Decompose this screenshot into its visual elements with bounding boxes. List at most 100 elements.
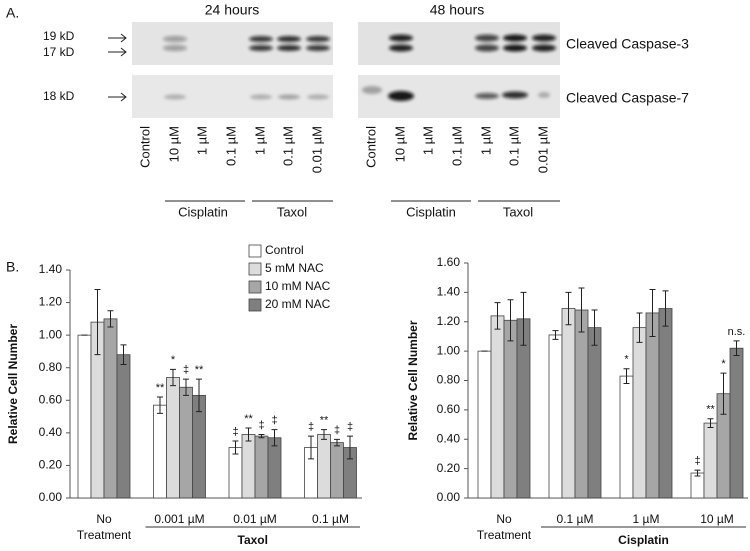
band bbox=[307, 94, 329, 100]
error-bar bbox=[196, 378, 202, 413]
group-label: Cisplatin bbox=[178, 204, 228, 219]
x-tick-label: 1 µM bbox=[632, 512, 660, 526]
lane-label: 0.1 µM bbox=[280, 126, 295, 166]
significance: ‡ bbox=[347, 421, 353, 433]
legend-label: 20 mM NAC bbox=[265, 297, 331, 311]
bar bbox=[477, 350, 492, 499]
y-tick-label: 0.00 bbox=[437, 490, 461, 504]
y-tick-label: 1.20 bbox=[437, 314, 461, 328]
band bbox=[249, 36, 273, 42]
y-tick-label: 1.40 bbox=[437, 285, 461, 299]
error-bar bbox=[649, 288, 656, 337]
x-tick-label: 0.01 µM bbox=[233, 512, 277, 526]
legend-swatch bbox=[248, 244, 262, 258]
legend-label: Control bbox=[265, 243, 304, 257]
legend-label: 10 mM NAC bbox=[265, 279, 331, 293]
error-bar bbox=[733, 340, 740, 357]
error-bar bbox=[662, 290, 669, 327]
significance: ‡ bbox=[308, 421, 314, 433]
bar bbox=[228, 447, 243, 499]
error-bar bbox=[120, 344, 127, 365]
bar bbox=[241, 434, 256, 499]
blot-name: Cleaved Caspase-3 bbox=[566, 36, 689, 52]
y-tick-label: 1.20 bbox=[39, 295, 63, 309]
bar bbox=[317, 434, 331, 499]
band bbox=[163, 45, 187, 51]
y-tick-label: 1.00 bbox=[437, 343, 461, 357]
lane-label: 0.01 µM bbox=[309, 126, 324, 173]
band bbox=[306, 45, 330, 51]
error-bar bbox=[507, 299, 514, 342]
y-tick-label: 0.80 bbox=[437, 373, 461, 387]
legend-label: 5 mM NAC bbox=[265, 261, 324, 275]
lane-label: 0.1 µM bbox=[449, 126, 464, 166]
band bbox=[249, 45, 273, 51]
lane-label: 1 µM bbox=[194, 126, 209, 155]
y-axis-label: Relative Cell Number bbox=[406, 320, 420, 440]
band bbox=[389, 44, 413, 52]
error-bar bbox=[232, 440, 239, 455]
band bbox=[278, 94, 300, 100]
y-tick-label: 0.60 bbox=[39, 392, 63, 406]
y-tick-label: 0.00 bbox=[39, 490, 63, 504]
error-bar bbox=[578, 287, 585, 333]
y-tick-label: 0.40 bbox=[39, 425, 63, 439]
blot-name: Cleaved Caspase-7 bbox=[566, 90, 689, 106]
marker: 19 kD bbox=[43, 29, 75, 43]
lane-label: Control bbox=[363, 126, 378, 168]
significance: ‡ bbox=[258, 419, 264, 431]
bar bbox=[503, 319, 518, 499]
bar bbox=[561, 308, 576, 499]
band bbox=[164, 94, 186, 100]
time-point: 24 hours bbox=[205, 2, 259, 18]
lane-label: 1 µM bbox=[420, 126, 435, 155]
bar bbox=[632, 327, 647, 499]
panel-label: A. bbox=[6, 5, 19, 21]
y-tick-label: 1.40 bbox=[39, 262, 63, 276]
error-bar bbox=[720, 372, 727, 415]
bar bbox=[690, 472, 705, 499]
y-tick-label: 0.20 bbox=[39, 458, 63, 472]
error-bar bbox=[707, 418, 714, 428]
error-bar bbox=[258, 433, 265, 439]
band bbox=[475, 44, 499, 52]
x-tick-label: 0.1 µM bbox=[312, 512, 349, 526]
lane-label: 10 µM bbox=[392, 126, 407, 162]
band bbox=[362, 86, 382, 94]
significance: ** bbox=[244, 413, 253, 425]
x-tick-label: No Treatment bbox=[76, 512, 132, 542]
error-bar bbox=[694, 469, 701, 477]
significance: ** bbox=[706, 404, 715, 416]
band bbox=[163, 36, 187, 42]
error-bar bbox=[94, 289, 101, 356]
band bbox=[250, 94, 272, 100]
lane-label: 0.1 µM bbox=[223, 126, 238, 166]
error-bar bbox=[623, 368, 630, 384]
marker: 17 kD bbox=[43, 45, 75, 59]
band bbox=[306, 36, 330, 42]
significance: * bbox=[171, 354, 176, 366]
error-bar bbox=[494, 302, 501, 330]
significance: ‡ bbox=[232, 426, 238, 438]
error-bar bbox=[170, 368, 176, 387]
legend-swatch bbox=[248, 298, 262, 312]
y-tick-label: 0.40 bbox=[437, 431, 461, 445]
significance: ** bbox=[156, 382, 165, 394]
error-bar bbox=[157, 396, 163, 414]
lane-label: 1 µM bbox=[478, 126, 493, 155]
significance: ** bbox=[320, 415, 329, 427]
bar bbox=[548, 334, 563, 499]
group-label: Taxol bbox=[238, 533, 268, 547]
bar bbox=[116, 354, 131, 499]
y-axis-label: Relative Cell Number bbox=[6, 324, 20, 444]
time-point: 48 hours bbox=[430, 2, 484, 18]
bar bbox=[330, 442, 344, 499]
band bbox=[277, 36, 301, 42]
x-tick-label: 10 µM bbox=[700, 512, 734, 526]
significance: ‡ bbox=[183, 364, 189, 376]
band bbox=[532, 44, 556, 52]
significance: ‡ bbox=[271, 415, 277, 427]
error-bar bbox=[321, 429, 327, 440]
bar bbox=[703, 422, 718, 499]
